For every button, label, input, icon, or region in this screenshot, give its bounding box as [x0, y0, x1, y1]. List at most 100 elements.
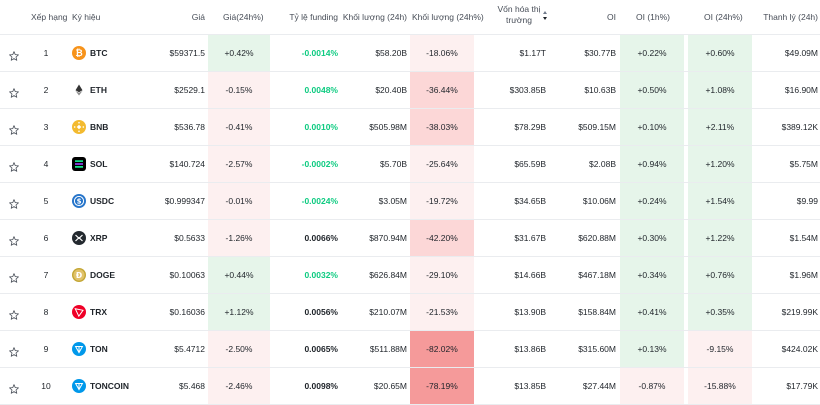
favorite-star-icon[interactable]: [9, 85, 19, 98]
volume-change-cell: -19.72%: [426, 196, 458, 206]
oi-24h-shade: [688, 146, 752, 182]
col-header-volume[interactable]: Khối lượng (24h): [342, 12, 407, 22]
oi-cell: $467.18M: [578, 270, 616, 280]
col-header-market-cap-line2: trường: [506, 15, 532, 25]
oi-1h-cell: +0.34%: [637, 270, 667, 280]
liquidation-cell: $16.90M: [784, 85, 818, 95]
price-change-shade: [208, 35, 270, 71]
table-row[interactable]: 4 SOL $140.724 -2.57% -0.0002% $5.70B -25.64% $…: [0, 146, 820, 183]
oi-24h-cell: +1.08%: [705, 85, 735, 95]
col-header-funding[interactable]: Tỷ lệ funding: [289, 12, 338, 22]
col-header-market-cap[interactable]: Vốn hóa thị trường: [492, 4, 546, 26]
table-row[interactable]: 3 BNB $536.78 -0.41% 0.0010% $505.98M -38.03% $…: [0, 109, 820, 146]
col-header-volume-change[interactable]: Khối lượng (24h%): [412, 12, 484, 22]
table-row[interactable]: 2 ETH $2529.1 -0.15% 0.0048% $20.40B -36.44% $3…: [0, 72, 820, 109]
volume-change-shade: [410, 257, 474, 293]
oi-1h-shade: [620, 72, 684, 108]
col-header-oi-1h[interactable]: OI (1h%): [636, 12, 671, 22]
market-cap-cell: $31.67B: [514, 233, 546, 243]
sort-desc-icon[interactable]: [543, 11, 548, 20]
rank-cell: 3: [43, 122, 49, 132]
favorite-star-icon[interactable]: [9, 344, 19, 357]
price-change-cell: +0.42%: [224, 48, 254, 58]
oi-cell: $620.88M: [578, 233, 616, 243]
table-row[interactable]: 6 XRP $0.5633 -1.26% 0.0066% $870.94M -42.20% $…: [0, 220, 820, 257]
favorite-star-icon[interactable]: [9, 381, 19, 394]
price-change-shade: [208, 331, 270, 367]
oi-1h-shade: [620, 331, 684, 367]
price-change-cell: -1.26%: [225, 233, 253, 243]
table-row[interactable]: 7 Ð DOGE $0.10063 +0.44% 0.0032% $626.84M -29.1…: [0, 257, 820, 294]
liquidation-cell: $5.75M: [789, 159, 818, 169]
oi-24h-shade: [688, 294, 752, 330]
favorite-star-icon[interactable]: [9, 307, 19, 320]
funding-rate-cell: -0.0002%: [301, 159, 338, 169]
oi-24h-shade: [688, 35, 752, 71]
oi-24h-shade: [688, 109, 752, 145]
liquidation-cell: $17.79K: [786, 381, 818, 391]
volume-cell: $511.88M: [369, 344, 407, 354]
symbol-link[interactable]: TON: [90, 344, 108, 354]
price-change-shade: [208, 109, 270, 145]
oi-24h-shade: [688, 220, 752, 256]
funding-rate-cell: 0.0065%: [304, 344, 338, 354]
oi-1h-cell: +0.24%: [637, 196, 667, 206]
col-header-oi[interactable]: OI: [607, 12, 616, 22]
oi-1h-shade: [620, 146, 684, 182]
symbol-link[interactable]: XRP: [90, 233, 108, 243]
col-header-price-change[interactable]: Giá(24h%): [223, 12, 264, 22]
favorite-star-icon[interactable]: [9, 270, 19, 283]
oi-cell: $10.63B: [584, 85, 616, 95]
volume-cell: $210.07M: [369, 307, 407, 317]
symbol-link[interactable]: USDC: [90, 196, 115, 206]
oi-1h-shade: [620, 294, 684, 330]
market-cap-cell: $78.29B: [514, 122, 546, 132]
table-row[interactable]: 9 TON $5.4712 -2.50% 0.0065% $511.88M -82.02% $…: [0, 331, 820, 368]
rank-cell: 7: [43, 270, 49, 280]
market-cap-cell: $13.90B: [514, 307, 546, 317]
symbol-link[interactable]: ETH: [90, 85, 107, 95]
oi-1h-shade: [620, 368, 684, 404]
symbol-link[interactable]: BNB: [90, 122, 109, 132]
col-header-symbol[interactable]: Ký hiệu: [72, 12, 101, 22]
favorite-star-icon[interactable]: [9, 48, 19, 61]
price-change-cell: +1.12%: [224, 307, 254, 317]
symbol-link[interactable]: SOL: [90, 159, 108, 169]
favorite-star-icon[interactable]: [9, 233, 19, 246]
col-header-price[interactable]: Giá: [191, 12, 205, 22]
table-row[interactable]: 5 $ USDC $0.999347 -0.01% -0.0024% $3.05M -19.7…: [0, 183, 820, 220]
liquidation-cell: $424.02K: [781, 344, 818, 354]
favorite-star-icon[interactable]: [9, 159, 19, 172]
liquidation-cell: $1.54M: [789, 233, 818, 243]
volume-change-shade: [410, 35, 474, 71]
volume-cell: $626.84M: [369, 270, 407, 280]
symbol-link[interactable]: DOGE: [90, 270, 116, 280]
col-header-liquidation[interactable]: Thanh lý (24h): [763, 12, 818, 22]
table-header: Xếp hạng Ký hiệu Giá Giá(24h%) Tỷ lệ fun…: [0, 0, 820, 35]
oi-1h-shade: [620, 35, 684, 71]
funding-rate-cell: -0.0024%: [301, 196, 338, 206]
price-change-shade: [208, 72, 270, 108]
oi-24h-cell: +0.60%: [705, 48, 735, 58]
volume-cell: $5.70B: [380, 159, 407, 169]
col-header-rank[interactable]: Xếp hạng: [31, 12, 68, 22]
price-cell: $5.468: [179, 381, 205, 391]
favorite-star-icon[interactable]: [9, 196, 19, 209]
price-change-cell: -2.50%: [225, 344, 253, 354]
favorite-star-icon[interactable]: [9, 122, 19, 135]
col-header-oi-24h[interactable]: OI (24h%): [704, 12, 743, 22]
table-row[interactable]: 10 TONCOIN $5.468 -2.46% 0.0098% $20.65M -78.1…: [0, 368, 820, 405]
symbol-link[interactable]: TONCOIN: [90, 381, 130, 391]
rank-cell: 8: [43, 307, 49, 317]
symbol-link[interactable]: BTC: [90, 48, 108, 58]
table-row[interactable]: 1 ₿ BTC $59371.5 +0.42% -0.0014% $58.20B -18.06…: [0, 35, 820, 72]
table-row[interactable]: 8 TRX $0.16036 +1.12% 0.0056% $210.07M -21.53%…: [0, 294, 820, 331]
doge-icon: Ð: [72, 268, 86, 282]
volume-change-cell: -25.64%: [426, 159, 458, 169]
funding-rate-cell: 0.0032%: [304, 270, 338, 280]
symbol-link[interactable]: TRX: [90, 307, 107, 317]
usdc-icon: $: [72, 194, 86, 208]
price-change-shade: [208, 146, 270, 182]
funding-rate-cell: 0.0010%: [304, 122, 338, 132]
market-cap-cell: $303.85B: [509, 85, 546, 95]
